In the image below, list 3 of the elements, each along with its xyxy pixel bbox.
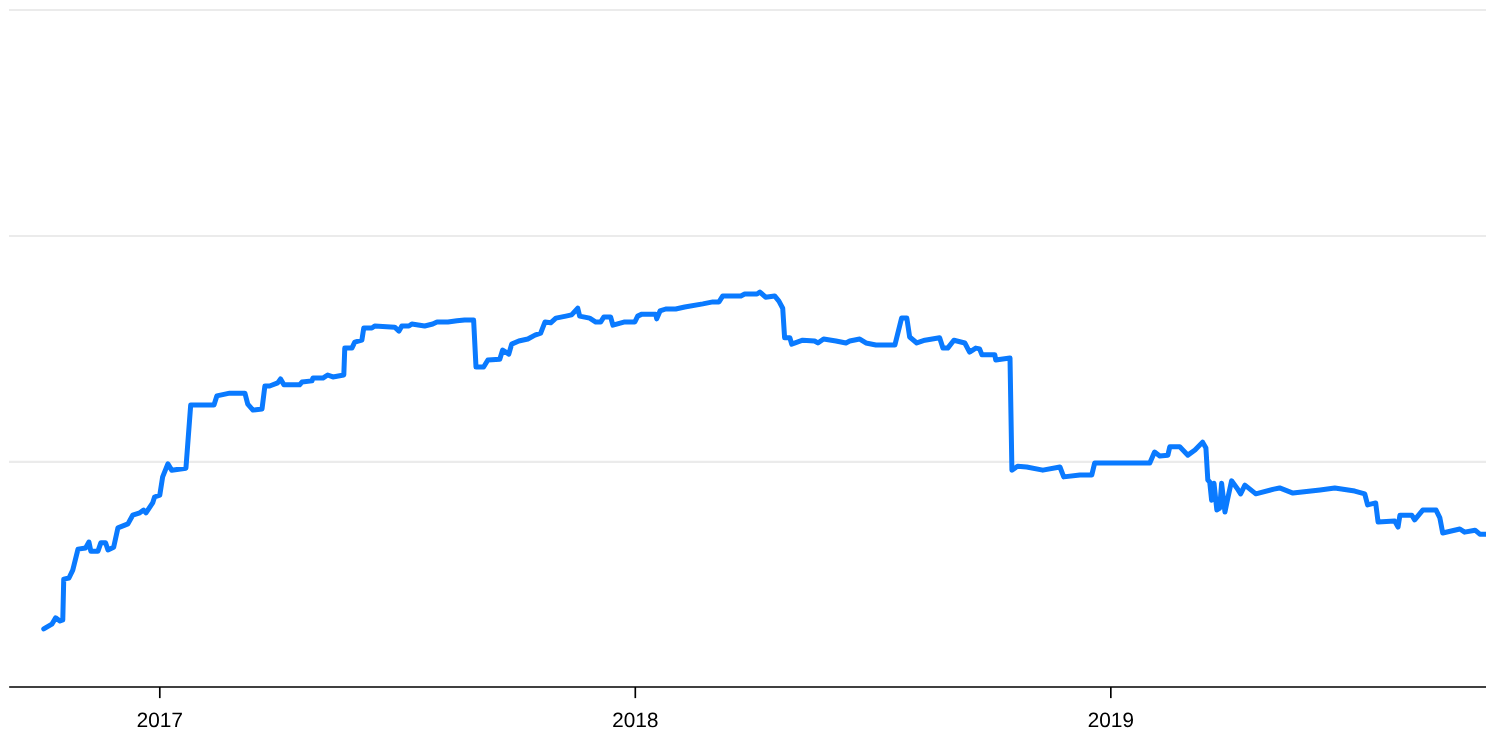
x-tick-label: 2017	[137, 712, 182, 728]
x-tick-label: 2018	[613, 712, 658, 728]
x-tick-label: 2019	[1088, 712, 1134, 728]
